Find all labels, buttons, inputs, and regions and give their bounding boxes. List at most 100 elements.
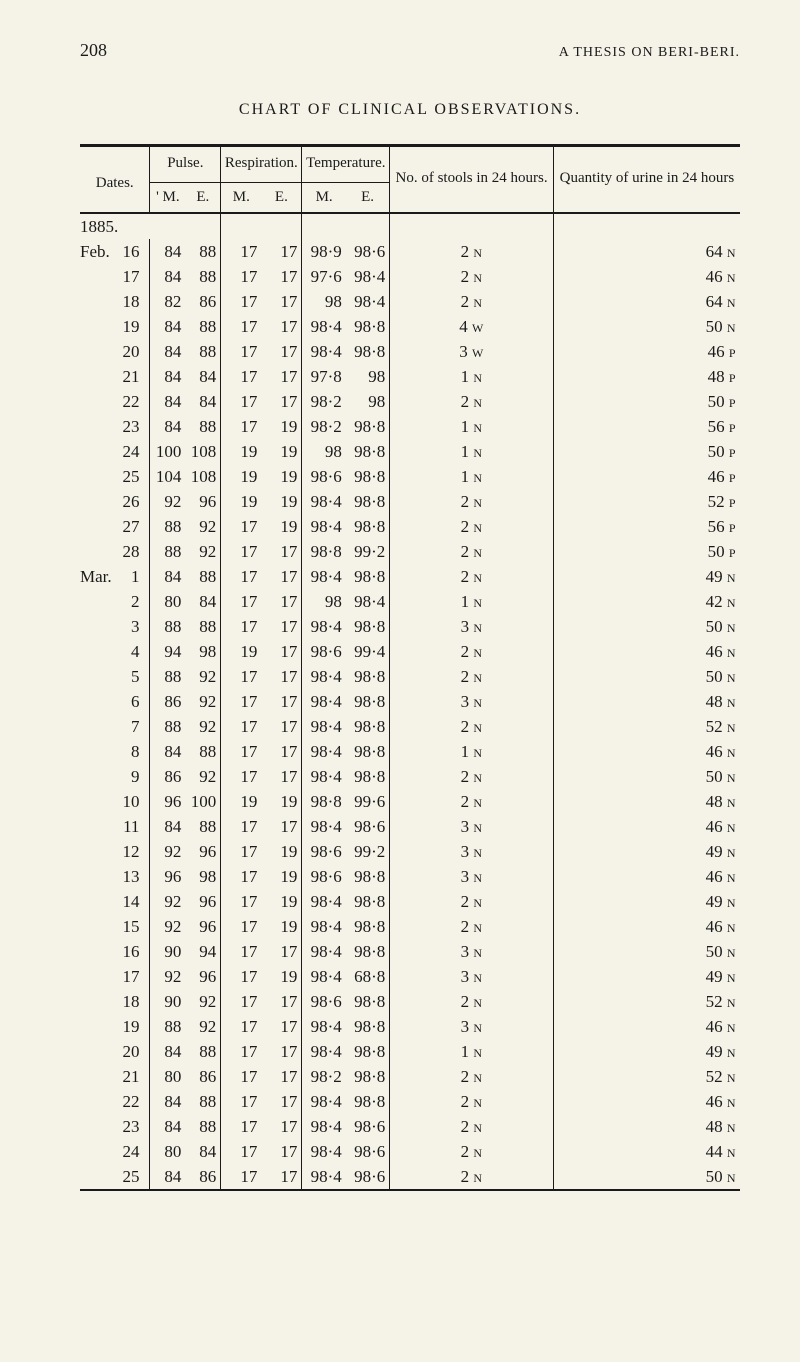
cell-pulse-m: 84 (150, 1089, 185, 1114)
chart-title: CHART OF CLINICAL OBSERVATIONS. (80, 101, 740, 119)
cell-temp-e: 98·8 (346, 664, 390, 689)
table-row: 18828617179898·42 n64 n (80, 289, 740, 314)
cell-temp-m: 98·8 (302, 789, 346, 814)
cell-temp-m: 98·4 (302, 514, 346, 539)
cell-resp-e: 17 (261, 589, 302, 614)
cell-month (80, 489, 117, 514)
cell-temp-e: 98·8 (346, 514, 390, 539)
cell-resp-e: 17 (261, 1014, 302, 1039)
cell-temp-m: 98 (302, 439, 346, 464)
cell-temp-e: 99·6 (346, 789, 390, 814)
cell-temp-e: 98·8 (346, 464, 390, 489)
cell-urine: 50 n (553, 939, 740, 964)
table-row: 208488171798·498·83 w46 p (80, 339, 740, 364)
cell-temp-m: 98·6 (302, 464, 346, 489)
cell-temp-m: 98·4 (302, 964, 346, 989)
cell-urine: 52 p (553, 489, 740, 514)
cell-month (80, 289, 117, 314)
table-row: 228484171798·2982 n50 p (80, 389, 740, 414)
cell-day: 16 (117, 939, 150, 964)
cell-month (80, 714, 117, 739)
table-row: 178488171797·698·42 n46 n (80, 264, 740, 289)
cell-urine: 50 p (553, 539, 740, 564)
cell-pulse-e: 86 (185, 1164, 220, 1189)
cell-temp-m: 98·4 (302, 1039, 346, 1064)
cell-pulse-m: 84 (150, 264, 185, 289)
cell-temp-m: 98·4 (302, 914, 346, 939)
cell-resp-e: 17 (261, 614, 302, 639)
cell-month (80, 439, 117, 464)
empty-cell (150, 213, 185, 239)
table-row-year: 1885. (80, 213, 740, 239)
cell-temp-e: 98·8 (346, 339, 390, 364)
table-row: 169094171798·498·83 n50 n (80, 939, 740, 964)
cell-stools: 2 n (390, 789, 554, 814)
cell-pulse-m: 86 (150, 689, 185, 714)
cell-temp-e: 98·8 (346, 714, 390, 739)
cell-temp-e: 98·4 (346, 289, 390, 314)
cell-day: 17 (117, 264, 150, 289)
table-row: 118488171798·498·63 n46 n (80, 814, 740, 839)
cell-resp-e: 17 (261, 264, 302, 289)
cell-month (80, 789, 117, 814)
cell-temp-e: 99·2 (346, 539, 390, 564)
cell-month (80, 364, 117, 389)
cell-pulse-e: 84 (185, 364, 220, 389)
cell-pulse-e: 96 (185, 914, 220, 939)
cell-day: 24 (117, 439, 150, 464)
cell-day: 24 (117, 1139, 150, 1164)
cell-pulse-m: 84 (150, 314, 185, 339)
cell-stools: 1 n (390, 1039, 554, 1064)
cell-day: 6 (117, 689, 150, 714)
cell-resp-m: 17 (221, 564, 262, 589)
cell-month (80, 339, 117, 364)
cell-resp-m: 17 (221, 1064, 262, 1089)
cell-pulse-e: 92 (185, 1014, 220, 1039)
table-row: 2808417179898·41 n42 n (80, 589, 740, 614)
cell-pulse-m: 84 (150, 364, 185, 389)
cell-resp-e: 19 (261, 789, 302, 814)
cell-resp-e: 17 (261, 989, 302, 1014)
cell-urine: 48 n (553, 789, 740, 814)
table-row: Mar.18488171798·498·82 n49 n (80, 564, 740, 589)
cell-pulse-m: 86 (150, 764, 185, 789)
table-row: 179296171998·468·83 n49 n (80, 964, 740, 989)
cell-temp-m: 98·4 (302, 489, 346, 514)
cell-resp-m: 17 (221, 939, 262, 964)
cell-resp-m: 17 (221, 264, 262, 289)
cell-stools: 2 n (390, 239, 554, 264)
cell-temp-e: 98 (346, 389, 390, 414)
cell-temp-e: 98·8 (346, 614, 390, 639)
table-row: 228488171798·498·82 n46 n (80, 1089, 740, 1114)
cell-pulse-e: 88 (185, 314, 220, 339)
cell-pulse-m: 88 (150, 539, 185, 564)
cell-month (80, 539, 117, 564)
cell-urine: 46 n (553, 639, 740, 664)
cell-urine: 52 n (553, 1064, 740, 1089)
cell-month (80, 1039, 117, 1064)
empty-cell (221, 213, 262, 239)
cell-temp-e: 98·8 (346, 1064, 390, 1089)
cell-temp-m: 97·6 (302, 264, 346, 289)
table-row: 2410010819199898·81 n50 p (80, 439, 740, 464)
observations-table: Dates. Pulse. Respiration. Temperature. … (80, 147, 740, 1189)
cell-urine: 46 n (553, 914, 740, 939)
cell-stools: 1 n (390, 739, 554, 764)
col-stools: No. of stools in 24 hours. (390, 147, 554, 213)
cell-stools: 2 n (390, 514, 554, 539)
page-number: 208 (80, 40, 107, 61)
cell-temp-m: 98·2 (302, 389, 346, 414)
cell-pulse-m: 80 (150, 1139, 185, 1164)
cell-day: 14 (117, 889, 150, 914)
cell-pulse-m: 88 (150, 1014, 185, 1039)
cell-resp-m: 17 (221, 239, 262, 264)
cell-month (80, 914, 117, 939)
table-rule-bottom (80, 1189, 740, 1191)
cell-resp-m: 19 (221, 464, 262, 489)
cell-resp-e: 17 (261, 1039, 302, 1064)
cell-month (80, 864, 117, 889)
cell-month (80, 964, 117, 989)
table-row: 38888171798·498·83 n50 n (80, 614, 740, 639)
cell-resp-m: 17 (221, 714, 262, 739)
cell-stools: 3 n (390, 964, 554, 989)
